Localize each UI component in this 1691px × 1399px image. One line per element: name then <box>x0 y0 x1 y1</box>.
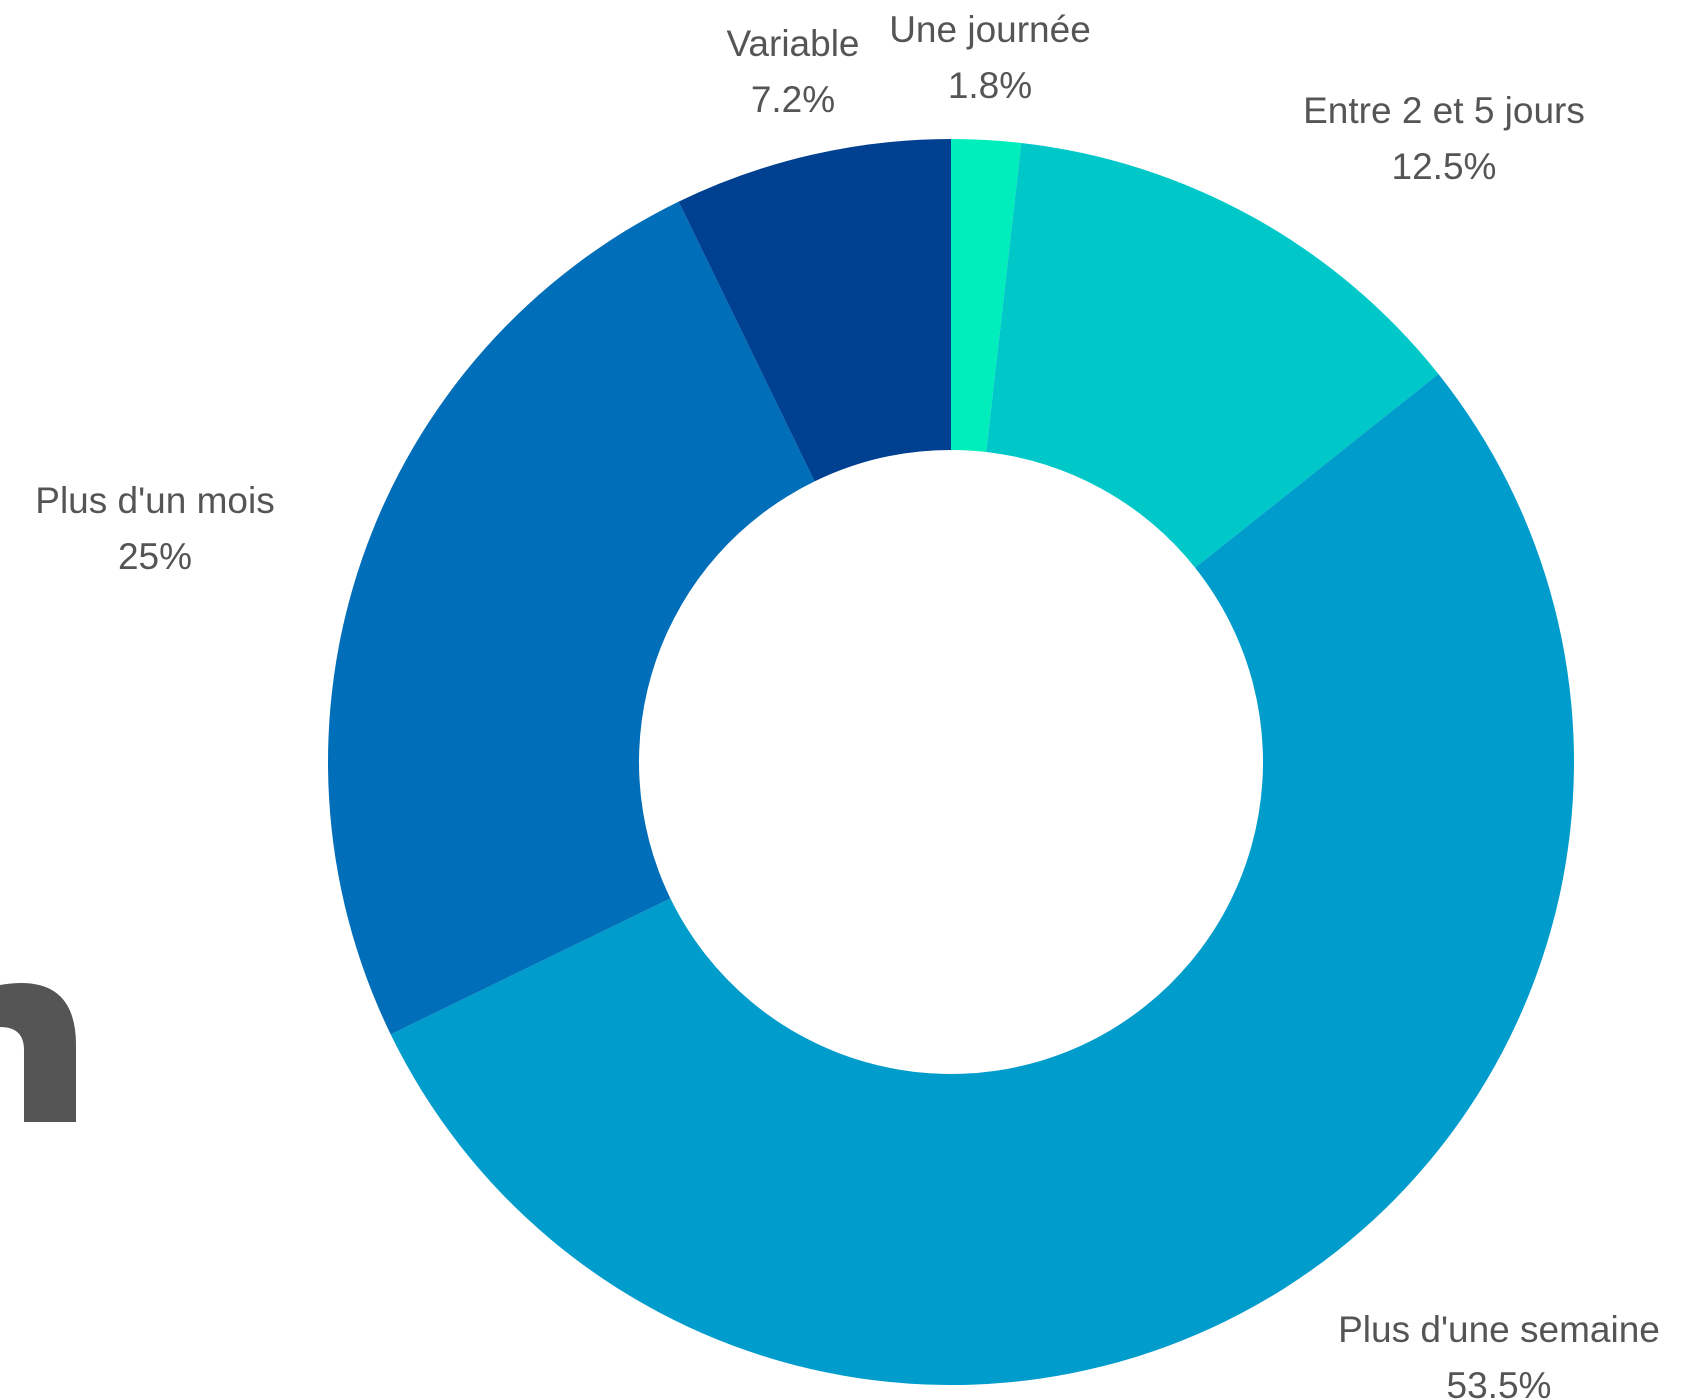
slice-label: Une journée <box>889 9 1091 50</box>
value-label: 7.2% <box>751 79 835 120</box>
decoration <box>0 983 76 1122</box>
slice-label: Variable <box>726 23 859 64</box>
slice <box>951 139 1022 452</box>
value-label: 1.8% <box>948 65 1032 106</box>
slice <box>986 142 1439 568</box>
slice-label: Entre 2 et 5 jours <box>1303 90 1585 131</box>
value-label: 53.5% <box>1447 1365 1552 1399</box>
slice-label: Plus d'un mois <box>35 480 274 521</box>
value-label: 12.5% <box>1392 146 1497 187</box>
slice <box>678 139 951 482</box>
slice <box>390 374 1574 1386</box>
slice-label: Plus d'une semaine <box>1338 1309 1660 1350</box>
slice <box>328 201 815 1035</box>
value-label: 25% <box>118 536 192 577</box>
